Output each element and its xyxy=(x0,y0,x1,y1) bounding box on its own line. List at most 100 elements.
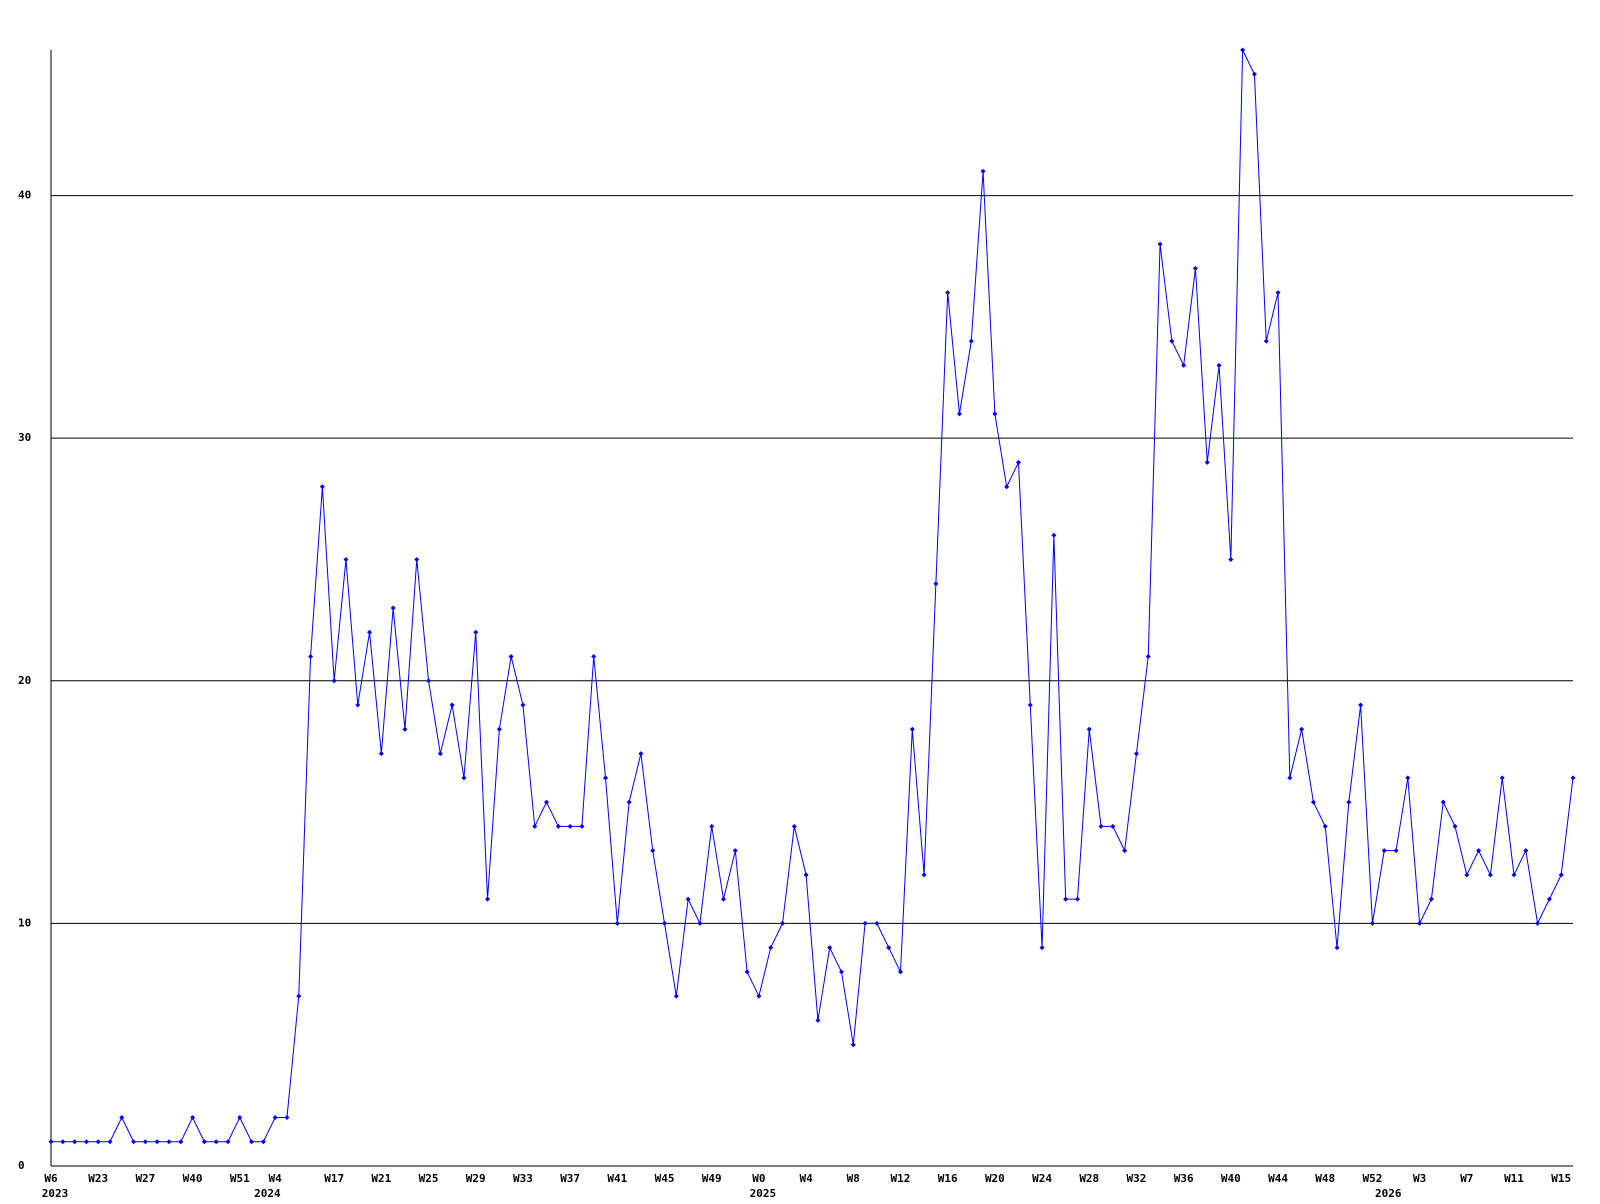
data-point xyxy=(190,1114,196,1120)
x-tick-label: W8 xyxy=(847,1172,860,1185)
data-point xyxy=(567,823,573,829)
data-point xyxy=(1405,775,1411,781)
data-point xyxy=(473,629,479,635)
data-point xyxy=(1523,848,1529,854)
x-tick-label: W33 xyxy=(513,1172,533,1185)
data-point xyxy=(673,993,679,999)
data-point xyxy=(768,945,774,951)
data-point xyxy=(508,654,514,660)
data-point xyxy=(142,1139,148,1145)
data-point xyxy=(520,702,526,708)
data-point xyxy=(1487,872,1493,878)
data-point xyxy=(249,1139,255,1145)
data-point xyxy=(1322,823,1328,829)
data-point xyxy=(1251,71,1257,77)
data-point xyxy=(980,168,986,174)
data-point xyxy=(1310,799,1316,805)
data-point xyxy=(308,654,314,660)
data-point xyxy=(496,726,502,732)
data-point xyxy=(685,896,691,902)
x-tick-label: W40 xyxy=(183,1172,203,1185)
data-point xyxy=(1464,872,1470,878)
data-point xyxy=(1240,47,1246,53)
data-point xyxy=(614,920,620,926)
x-tick-label: W24 xyxy=(1032,1172,1052,1185)
x-tick-label: W15 xyxy=(1551,1172,1571,1185)
data-point xyxy=(355,702,361,708)
x-tick-label: W7 xyxy=(1460,1172,1473,1185)
x-tick-label: W6 xyxy=(44,1172,58,1185)
data-point xyxy=(131,1139,137,1145)
data-point xyxy=(1535,920,1541,926)
y-tick-label: 20 xyxy=(18,674,31,687)
data-point xyxy=(1133,751,1139,757)
x-tick-label: W52 xyxy=(1362,1172,1382,1185)
data-point xyxy=(662,920,668,926)
data-point xyxy=(886,945,892,951)
year-label: 2026 xyxy=(1375,1187,1402,1200)
data-point xyxy=(1452,823,1458,829)
data-point xyxy=(1558,872,1564,878)
y-tick-label: 10 xyxy=(18,916,31,929)
data-point xyxy=(1145,654,1151,660)
y-tick-label: 30 xyxy=(18,431,31,444)
data-point xyxy=(591,654,597,660)
data-point xyxy=(827,945,833,951)
data-point xyxy=(390,605,396,611)
x-tick-label: W36 xyxy=(1174,1172,1194,1185)
data-point xyxy=(1263,338,1269,344)
data-point xyxy=(107,1139,113,1145)
data-point xyxy=(72,1139,78,1145)
data-point xyxy=(331,678,337,684)
x-tick-label: W32 xyxy=(1127,1172,1147,1185)
y-tick-label: 40 xyxy=(18,189,31,202)
x-tick-label: W4 xyxy=(269,1172,283,1185)
data-point xyxy=(1476,848,1482,854)
data-point xyxy=(968,338,974,344)
data-point xyxy=(1015,459,1021,465)
data-point xyxy=(1299,726,1305,732)
data-point xyxy=(1063,896,1069,902)
data-point xyxy=(815,1017,821,1023)
data-point xyxy=(791,823,797,829)
data-point xyxy=(780,920,786,926)
data-point xyxy=(956,411,962,417)
x-tick-label: W45 xyxy=(655,1172,675,1185)
data-point xyxy=(83,1139,89,1145)
x-tick-label: W44 xyxy=(1268,1172,1288,1185)
data-point xyxy=(1181,362,1187,368)
y-tick-label: 0 xyxy=(18,1159,25,1172)
year-label: 2024 xyxy=(254,1187,281,1200)
data-point xyxy=(1428,896,1434,902)
x-tick-label: W48 xyxy=(1315,1172,1335,1185)
data-point xyxy=(1110,823,1116,829)
x-tick-label: W29 xyxy=(466,1172,486,1185)
series-line xyxy=(51,49,1574,1143)
x-tick-label: W20 xyxy=(985,1172,1005,1185)
data-point xyxy=(909,726,915,732)
data-point xyxy=(803,872,809,878)
data-point xyxy=(154,1139,160,1145)
data-point xyxy=(945,290,951,296)
data-point xyxy=(1440,799,1446,805)
data-point xyxy=(201,1139,207,1145)
data-point xyxy=(1334,945,1340,951)
data-point xyxy=(60,1139,66,1145)
data-point xyxy=(1499,775,1505,781)
data-point xyxy=(638,751,644,757)
data-point xyxy=(626,799,632,805)
data-point xyxy=(426,678,432,684)
data-point xyxy=(532,823,538,829)
x-tick-label: W51 xyxy=(230,1172,250,1185)
data-point xyxy=(650,848,656,854)
x-tick-label: W49 xyxy=(702,1172,722,1185)
data-point xyxy=(756,993,762,999)
data-point xyxy=(1546,896,1552,902)
data-point xyxy=(992,411,998,417)
data-point xyxy=(1287,775,1293,781)
data-point xyxy=(296,993,302,999)
data-point xyxy=(319,484,325,490)
x-tick-label: W28 xyxy=(1079,1172,1099,1185)
data-point xyxy=(744,969,750,975)
data-point xyxy=(579,823,585,829)
